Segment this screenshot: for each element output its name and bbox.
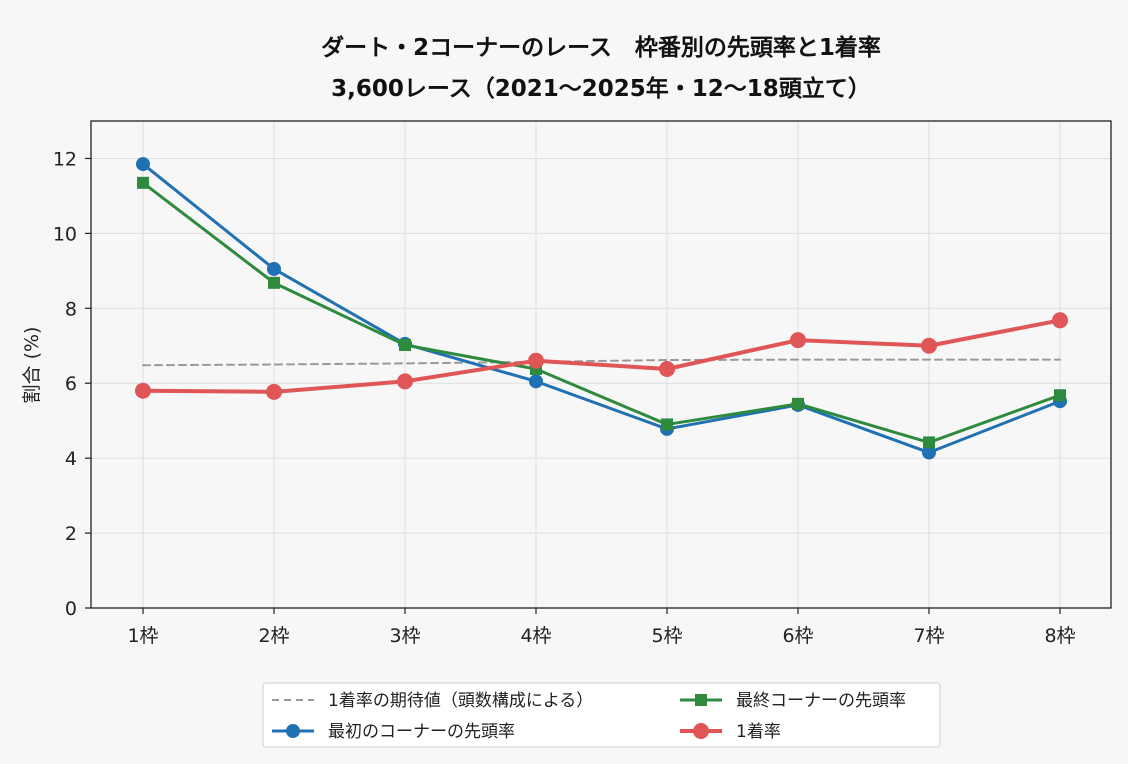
series-4-point [266, 383, 282, 400]
series-line-3 [141, 181, 1062, 444]
chart-title-line-2: 3,600レース（2021〜2025年・12〜18頭立て） [331, 75, 871, 102]
x-tick-label: 3枠 [389, 625, 420, 647]
series-2-point [267, 261, 281, 276]
legend-swatch-marker [693, 723, 709, 739]
y-tick-label: 6 [65, 373, 77, 395]
ticks: 1枠 2枠 3枠 4枠 5枠 6枠 7枠 8枠 0 2 4 6 8 10 12 [53, 148, 1076, 647]
legend-entry-label: 最初のコーナーの先頭率 [328, 722, 515, 742]
series-4-point [397, 373, 413, 390]
series-2-point [136, 157, 150, 172]
y-tick-label: 8 [65, 298, 77, 320]
y-tick-label: 4 [65, 448, 77, 470]
series-4-point [135, 382, 151, 399]
x-tick-label: 7枠 [913, 625, 944, 647]
y-tick-label: 2 [65, 523, 77, 545]
legend-swatch-marker [695, 694, 707, 706]
series-3-point [923, 436, 935, 449]
series-3-point [268, 276, 280, 289]
legend-box [262, 682, 941, 748]
chart-title-line-1: ダート・2コーナーのレース 枠番別の先頭率と1着率 [321, 34, 881, 61]
legend: 1着率の期待値（頭数構成による） 最初のコーナーの先頭率 最終コーナーの先頭率 1着率 [262, 682, 941, 748]
series-line-1 [142, 358, 1061, 367]
series-3-point [399, 339, 411, 352]
series-3-point [137, 176, 149, 189]
series-2-point [529, 374, 543, 389]
grid [91, 121, 1111, 609]
x-tick-label: 1枠 [127, 625, 158, 647]
series-4-point [1052, 312, 1068, 329]
series-2-point [922, 445, 936, 460]
legend-entry-label: 最終コーナーの先頭率 [736, 691, 906, 711]
series-3-point [792, 397, 804, 410]
series-3-point [661, 418, 673, 431]
series-4-point [528, 352, 544, 369]
y-axis-label: 割合 (%) [21, 327, 43, 404]
series-line-2 [141, 162, 1062, 455]
x-tick-label: 6枠 [782, 625, 813, 647]
y-tick-label: 0 [65, 598, 77, 620]
series-3-point [1054, 389, 1066, 402]
plot-area-frame [90, 120, 1112, 609]
x-tick-label: 5枠 [651, 625, 682, 647]
series-line-4 [141, 318, 1062, 394]
x-tick-label: 4枠 [520, 625, 551, 647]
y-tick-label: 10 [53, 223, 77, 245]
legend-entry-label: 1着率 [736, 722, 781, 742]
legend-entry-label: 1着率の期待値（頭数構成による） [328, 691, 593, 711]
y-tick-label: 12 [53, 148, 77, 170]
series-layer [135, 157, 1068, 460]
series-4-point [659, 360, 675, 377]
x-tick-label: 8枠 [1044, 625, 1075, 647]
series-4-point [921, 337, 937, 354]
series-4-point [790, 332, 806, 349]
x-tick-label: 2枠 [258, 625, 289, 647]
legend-swatch-marker [286, 724, 300, 738]
